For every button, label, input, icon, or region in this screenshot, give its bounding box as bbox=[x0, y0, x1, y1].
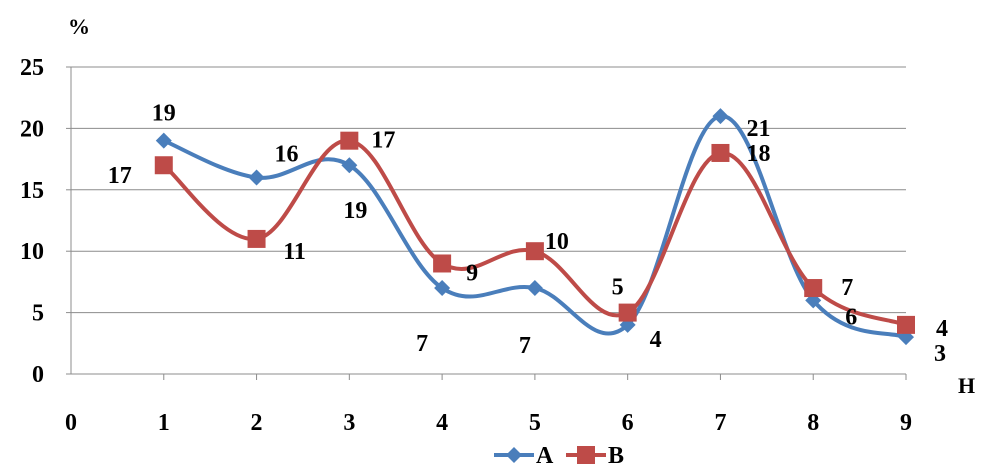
data-point bbox=[340, 131, 359, 150]
data-labels: 19 16 19 7 7 4 21 6 3 17 11 17 9 10 5 18 7 4 bbox=[108, 101, 948, 367]
data-point bbox=[526, 280, 543, 297]
data-label: 16 bbox=[275, 142, 299, 168]
x-tick-label: 4 bbox=[436, 410, 448, 436]
y-tick-label: 25 bbox=[20, 55, 44, 81]
legend-marker bbox=[506, 447, 522, 463]
legend-label: B bbox=[608, 443, 624, 464]
data-point bbox=[434, 280, 451, 297]
data-label: 9 bbox=[466, 260, 478, 286]
data-label: 19 bbox=[343, 198, 367, 224]
y-tick-label: 10 bbox=[20, 239, 44, 265]
data-point bbox=[712, 108, 729, 125]
data-point bbox=[155, 132, 172, 149]
data-label: 17 bbox=[371, 128, 395, 154]
y-tick-label: 0 bbox=[32, 362, 44, 388]
x-tick-label: 8 bbox=[807, 410, 819, 436]
data-point bbox=[804, 279, 823, 298]
x-tick-label: 3 bbox=[343, 410, 355, 436]
series-group bbox=[154, 108, 915, 346]
data-point bbox=[618, 303, 637, 322]
data-point bbox=[247, 229, 266, 248]
x-tick-labels: 0 1 2 3 4 5 6 7 8 9 bbox=[65, 410, 912, 436]
series-B bbox=[154, 131, 915, 334]
series-A bbox=[155, 108, 914, 346]
data-label: 4 bbox=[936, 316, 948, 342]
data-point bbox=[711, 143, 730, 162]
x-tick-label: 1 bbox=[158, 410, 170, 436]
data-label: 7 bbox=[841, 275, 853, 301]
data-point bbox=[341, 157, 358, 174]
x-axis-title: H bbox=[958, 373, 975, 398]
series-line bbox=[163, 114, 907, 340]
y-tick-label: 20 bbox=[20, 116, 44, 142]
data-label: 18 bbox=[746, 141, 770, 167]
data-point bbox=[433, 254, 452, 273]
data-point bbox=[525, 242, 544, 261]
data-label: 5 bbox=[612, 275, 624, 301]
legend-item-B: B bbox=[566, 443, 624, 464]
data-label: 10 bbox=[545, 229, 569, 255]
data-label: 3 bbox=[934, 341, 946, 367]
legend-label: A bbox=[536, 443, 554, 464]
legend-item-A: A bbox=[494, 443, 554, 464]
data-label: 7 bbox=[416, 331, 428, 357]
data-label: 11 bbox=[283, 239, 306, 265]
x-tick-label: 0 bbox=[65, 410, 77, 436]
x-tick-label: 7 bbox=[714, 410, 726, 436]
data-point bbox=[248, 169, 265, 186]
x-tick-label: 2 bbox=[251, 410, 263, 436]
y-tick-labels: 0 5 10 15 20 25 bbox=[20, 55, 44, 388]
data-label: 4 bbox=[650, 327, 662, 353]
legend-marker bbox=[577, 446, 595, 464]
y-tick-label: 15 bbox=[20, 178, 44, 204]
x-tick-label: 6 bbox=[622, 410, 634, 436]
data-label: 6 bbox=[845, 304, 857, 330]
series-line bbox=[162, 138, 907, 327]
data-label: 7 bbox=[519, 333, 531, 359]
y-tick-label: 5 bbox=[32, 301, 44, 327]
data-label: 21 bbox=[746, 116, 770, 142]
x-tick-label: 9 bbox=[900, 410, 912, 436]
data-label: 17 bbox=[108, 163, 132, 189]
axes bbox=[70, 67, 907, 380]
x-tick-label: 5 bbox=[529, 410, 541, 436]
y-axis-title: % bbox=[68, 14, 90, 39]
data-point bbox=[154, 156, 173, 175]
gridlines bbox=[66, 66, 906, 375]
data-label: 19 bbox=[152, 101, 176, 127]
data-point bbox=[897, 315, 915, 334]
